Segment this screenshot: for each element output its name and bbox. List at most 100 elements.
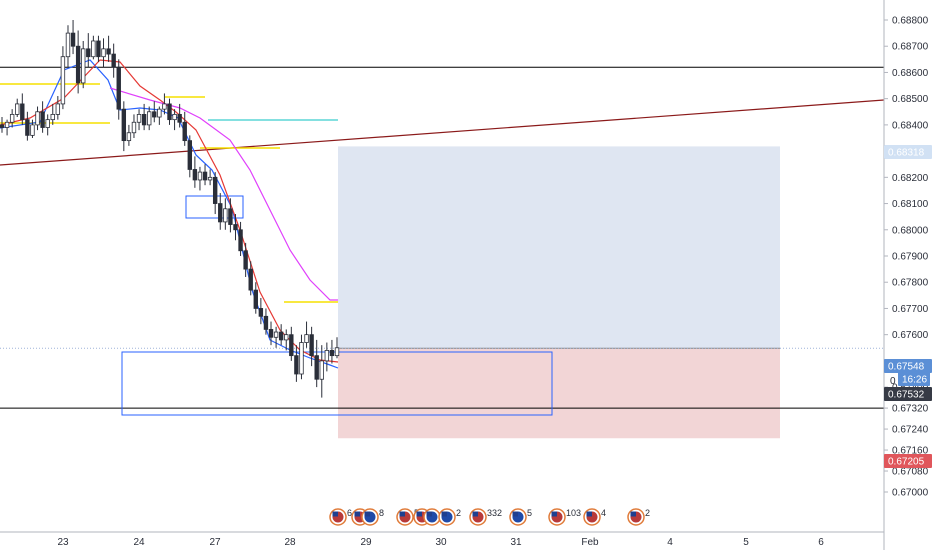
candle-body <box>273 331 279 338</box>
candle-body <box>162 103 167 110</box>
target-zone <box>338 146 780 349</box>
candle-body <box>20 103 25 121</box>
candle-body <box>207 176 213 181</box>
trend-line-0 <box>0 99 885 166</box>
candle-body <box>101 48 106 58</box>
price-tick-label: 0.68700 <box>892 42 929 53</box>
price-tag-bg <box>898 372 930 386</box>
candle-body <box>197 171 203 181</box>
time-tick-label: 5 <box>743 537 749 548</box>
candle-body <box>141 114 147 126</box>
price-tag-bg <box>884 454 932 468</box>
candle-body <box>146 111 152 126</box>
candle-body <box>152 111 157 118</box>
candle-body <box>60 56 66 105</box>
candle-body <box>253 289 258 309</box>
price-tag-bg <box>884 387 932 401</box>
candle-body <box>248 268 253 291</box>
flag-canton <box>399 511 405 517</box>
candle-body <box>81 48 86 84</box>
event-count-label: 2 <box>456 508 461 518</box>
flag-canton <box>364 511 370 517</box>
candle-body <box>177 114 182 123</box>
price-axis-fragment: 0 <box>890 376 896 387</box>
candle-body <box>116 66 121 110</box>
time-tick-label: Feb <box>581 537 599 548</box>
time-axis: 23 24 27 28 29 30 31 Feb 4 5 6 <box>0 531 884 548</box>
time-tick-label: 29 <box>360 537 372 548</box>
candles <box>0 20 340 398</box>
candle-body <box>35 111 40 126</box>
candle-body <box>294 355 299 375</box>
event-count-label: 4 <box>601 508 606 518</box>
candle-body <box>0 124 5 128</box>
price-tick-label: 0.67000 <box>892 488 929 499</box>
time-tick-label: 30 <box>435 537 447 548</box>
price-tick-label: 0.68100 <box>892 199 929 210</box>
candle-body <box>55 103 61 115</box>
position-tool <box>338 146 780 439</box>
candle-body <box>233 224 238 231</box>
time-tick-label: 23 <box>57 537 69 548</box>
flag-canton <box>586 511 592 517</box>
time-tick-label: 28 <box>284 537 296 548</box>
time-tick-label: 6 <box>818 537 824 548</box>
candle-body <box>319 360 324 380</box>
flag-canton <box>630 511 636 517</box>
candle-body <box>25 119 30 136</box>
price-tick-label: 0.67080 <box>892 467 929 478</box>
trend-lines <box>0 99 885 166</box>
candle-body <box>121 108 127 142</box>
candle-body <box>111 53 116 68</box>
candle-body <box>50 114 55 121</box>
price-tag-label: 0.67532 <box>888 390 925 401</box>
candle-body <box>187 140 193 170</box>
candle-body <box>212 176 218 204</box>
price-tick-label: 0.67240 <box>892 425 929 436</box>
candle-body <box>96 40 101 58</box>
candle-body <box>284 334 289 341</box>
flag-canton <box>426 511 432 517</box>
candle-body <box>289 334 294 357</box>
horizontal-lines <box>0 66 884 409</box>
candle-body <box>192 169 198 181</box>
flag-canton <box>332 511 338 517</box>
candle-body <box>131 121 137 134</box>
candle-body <box>91 40 96 58</box>
time-tick-label: 4 <box>667 537 673 548</box>
candle-body <box>329 349 335 357</box>
time-tick-label: 24 <box>133 537 145 548</box>
price-tick-label: 0.68800 <box>892 16 929 27</box>
flag-canton <box>551 511 557 517</box>
event-count-label: 2 <box>645 508 650 518</box>
time-tick-label: 31 <box>510 537 522 548</box>
candle-body <box>70 32 76 47</box>
time-tick-label: 27 <box>209 537 221 548</box>
candle-body <box>263 315 269 330</box>
price-tag-label: 16:26 <box>902 375 927 386</box>
candle-body <box>223 208 228 223</box>
price-tags: 0.68318 0.67548 16:26 0.67532 0.67205 <box>884 145 932 468</box>
flag-canton <box>472 511 478 517</box>
candle-body <box>45 119 50 128</box>
candle-body <box>238 229 243 252</box>
price-tag-label: 0.68318 <box>888 148 925 159</box>
event-count-label: 332 <box>487 508 502 518</box>
candle-body <box>75 45 81 84</box>
flag-canton <box>416 511 422 517</box>
flag-canton <box>354 511 360 517</box>
candle-body <box>9 114 15 123</box>
event-count-label: 103 <box>566 508 581 518</box>
event-markers: 6885422332510342 <box>329 508 650 526</box>
price-tag-bg <box>884 145 932 159</box>
candle-body <box>314 355 319 380</box>
event-count-label: 8 <box>379 508 384 518</box>
price-tick-label: 0.68000 <box>892 225 929 236</box>
level-segments <box>0 83 338 303</box>
price-tag-label: 0.67548 <box>888 362 925 373</box>
candle-body <box>182 121 187 142</box>
candle-body <box>268 329 274 338</box>
price-tick-label: 0.67600 <box>892 330 929 341</box>
